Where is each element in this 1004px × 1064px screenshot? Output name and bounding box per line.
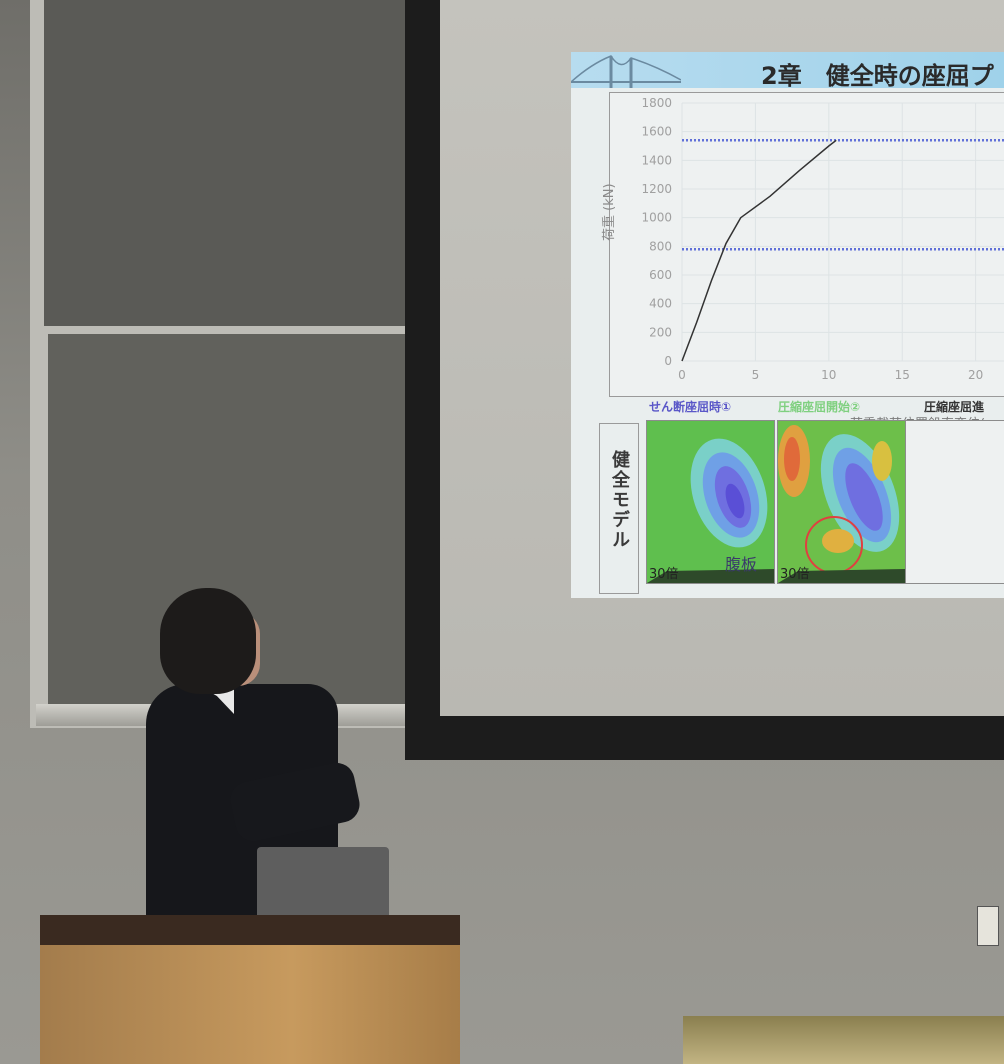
podium <box>40 945 460 1064</box>
panel-note-web: 腹板 <box>725 555 758 574</box>
model-label-box <box>599 423 639 594</box>
panel-scale-compression: 30倍 <box>780 567 810 582</box>
column-heading-compression-start: 圧縮座屈開始② <box>778 400 861 414</box>
column-heading-compression-progress: 圧縮座屈進 <box>924 400 985 414</box>
load-displacement-chart: 1800 1600 1400 1200 1000 800 600 400 200 0 0 5 10 15 2… <box>602 92 1004 432</box>
chart-x-tick: 0 <box>678 368 686 382</box>
projected-slide: 2章 健全時の座屈プ 1800 1600 1400 1200 1000 800 600 400… <box>571 52 1004 598</box>
model-label: 健全モデル <box>609 450 630 550</box>
chart-y-tick: 1000 <box>641 211 672 225</box>
chart-y-tick: 400 <box>649 297 672 311</box>
chart-y-tick: 200 <box>649 325 672 339</box>
chart-x-tick: 15 <box>895 368 910 382</box>
chart-series-line <box>681 139 837 362</box>
bridge-icon <box>571 55 681 88</box>
contour-plot-shear <box>647 421 774 583</box>
slide-title: 2章 健全時の座屈プ <box>761 62 994 90</box>
panel-scale-shear: 30倍 <box>649 567 679 582</box>
chart-y-tick: 1200 <box>641 182 672 196</box>
chart-y-tick: 1800 <box>641 96 672 110</box>
contour-plot-compression <box>778 421 905 583</box>
chart-y-tick: 600 <box>649 268 672 282</box>
chart-x-tick: 10 <box>821 368 836 382</box>
front-desk <box>683 1016 1004 1064</box>
contour-panel-compression-start: 30倍 <box>777 420 906 584</box>
contour-panel-shear: 30倍 腹板 <box>646 420 775 584</box>
chart-svg: 1800 1600 1400 1200 1000 800 600 400 200 00 5 10 15 2… <box>641 96 1004 382</box>
chart-y-tick: 1600 <box>641 125 672 139</box>
wall-switch <box>977 906 999 946</box>
podium-top <box>40 915 460 945</box>
chart-y-tick: 0 <box>664 354 672 368</box>
presenter-hair <box>160 588 256 694</box>
slide-header: 2章 健全時の座屈プ <box>571 52 1004 90</box>
chart-y-tick: 1400 <box>641 153 672 167</box>
contour-panel-compression-progress <box>905 420 1004 584</box>
chart-x-tick: 5 <box>752 368 760 382</box>
blackboard-upper <box>44 0 416 326</box>
chart-y-axis-label: 荷重 (kN) <box>602 183 617 241</box>
chart-y-tick: 800 <box>649 239 672 253</box>
column-heading-shear: せん断座屈時① <box>649 400 732 414</box>
chart-x-tick: 20 <box>968 368 983 382</box>
